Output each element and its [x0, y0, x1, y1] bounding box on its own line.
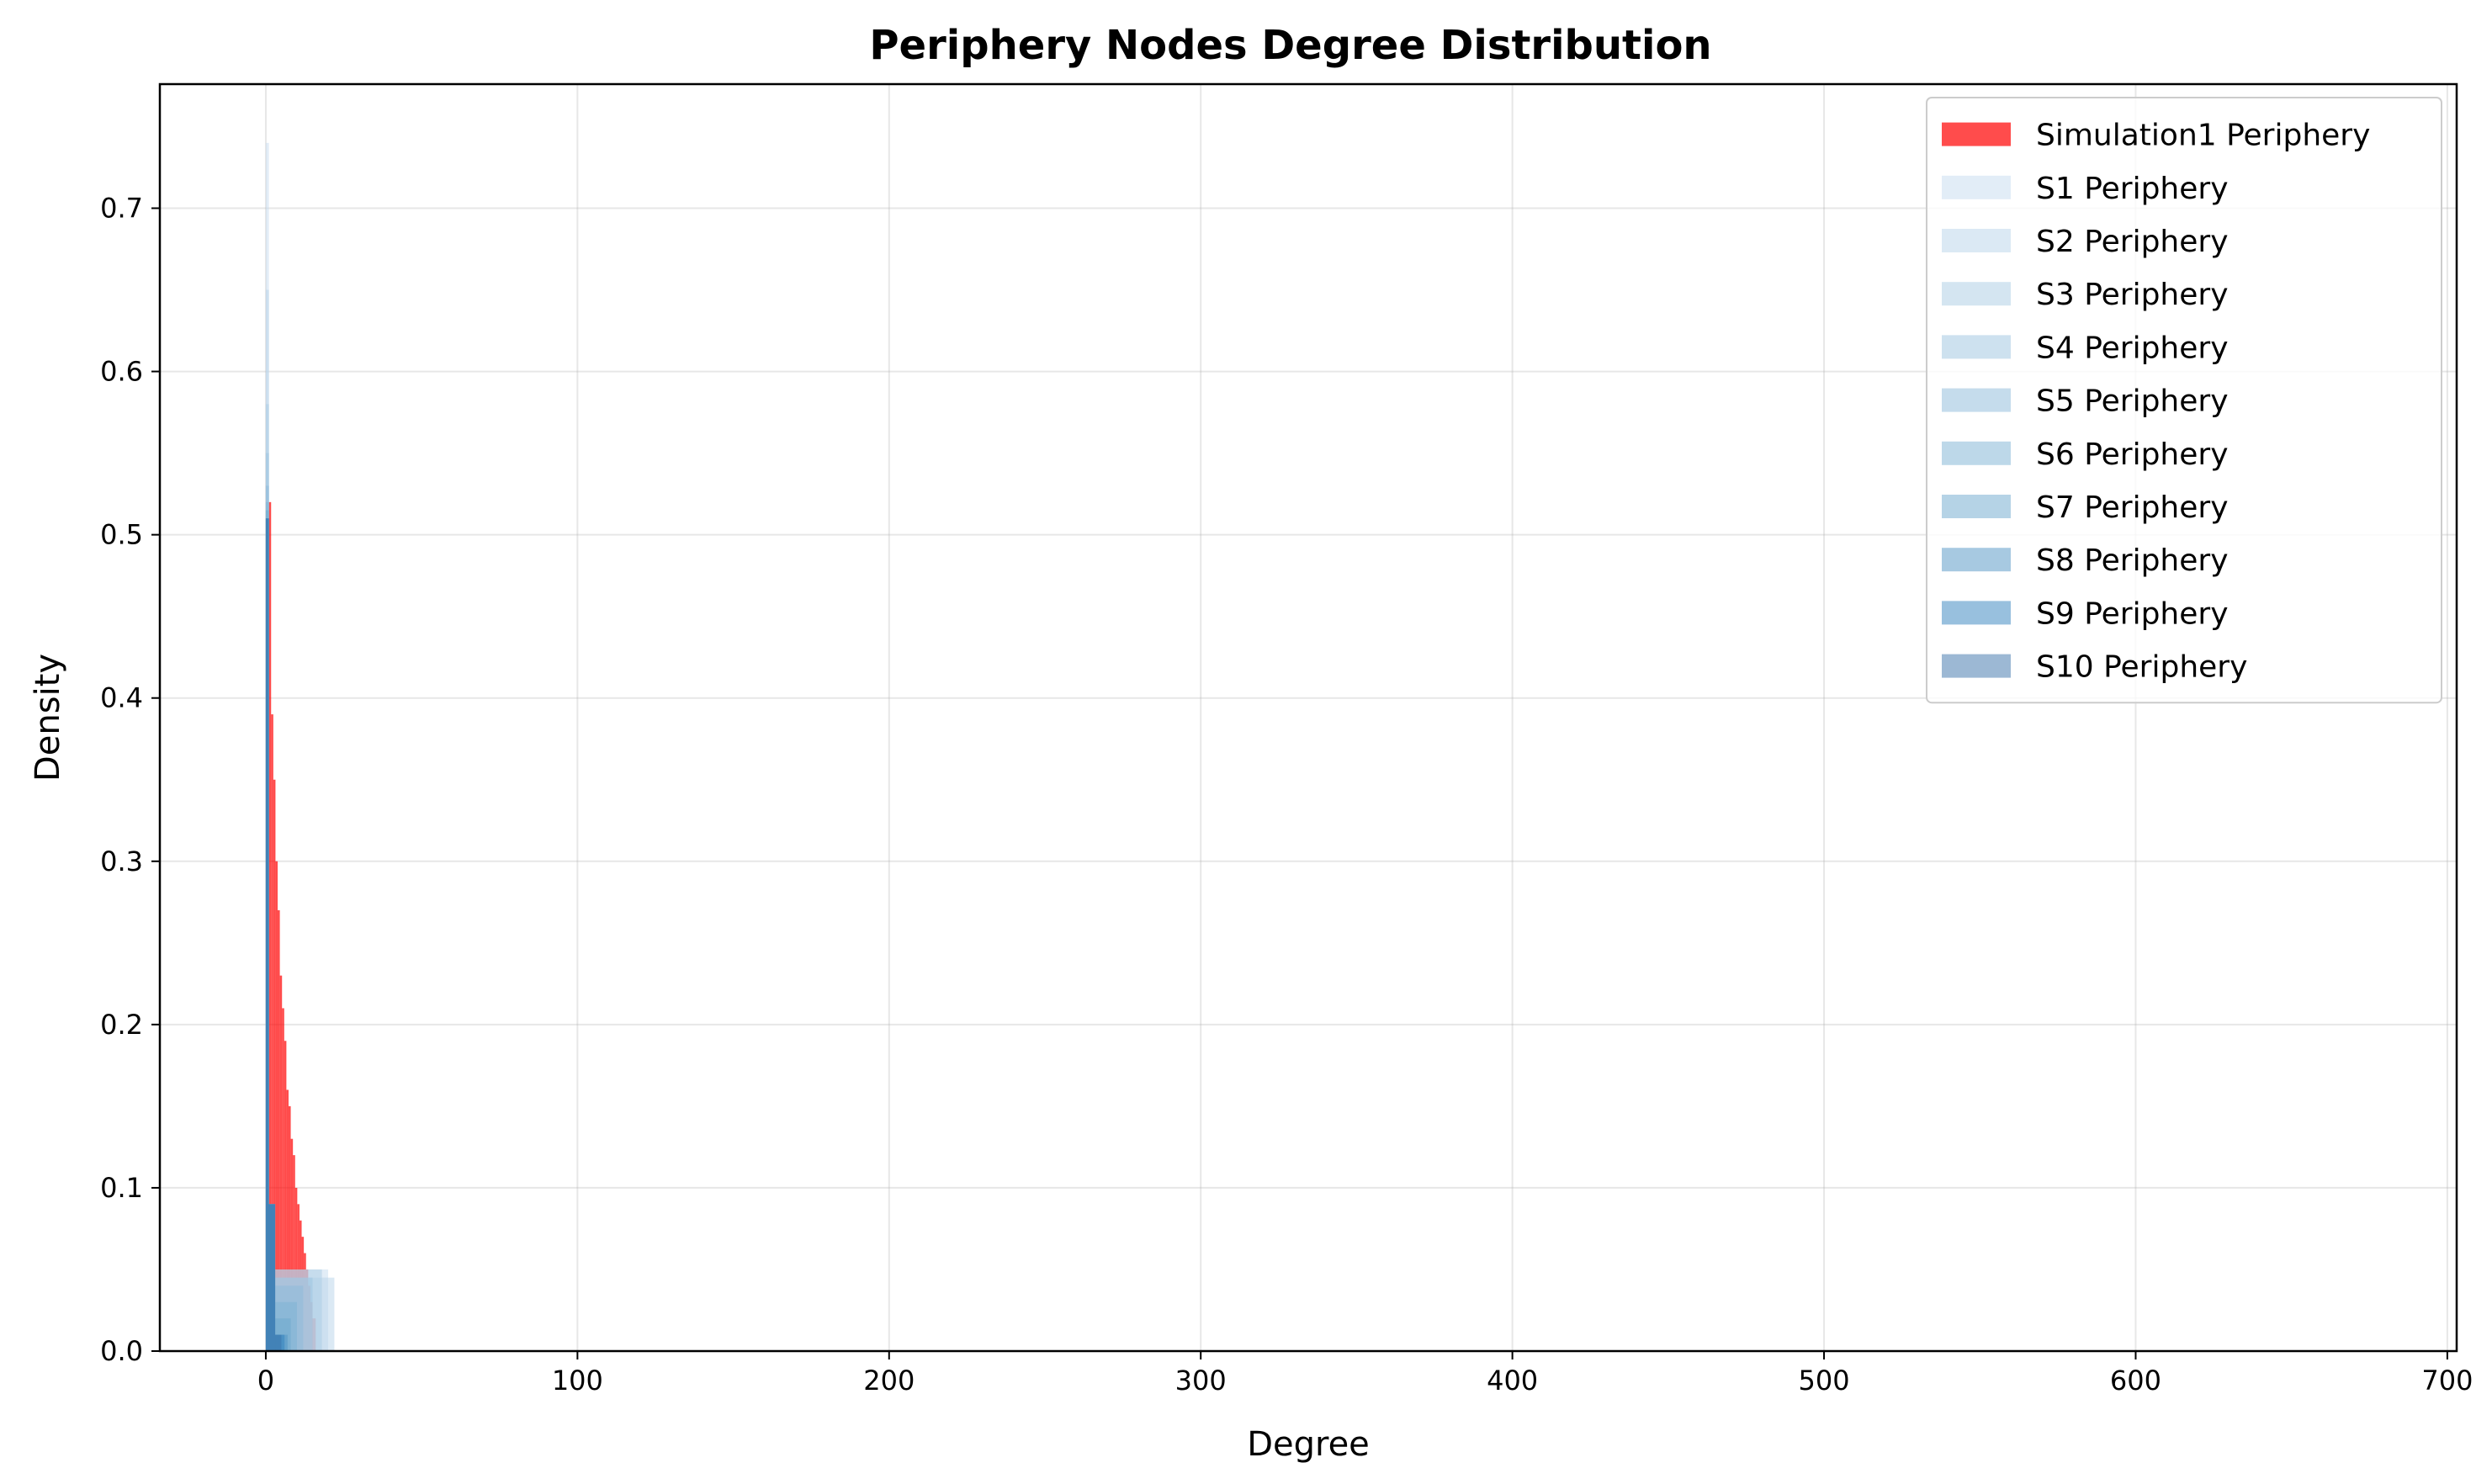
y-tick-label: 0.2	[100, 1009, 143, 1041]
legend-box	[1926, 97, 2442, 704]
legend-swatch	[1942, 388, 2011, 412]
x-tick-label: 100	[552, 1365, 603, 1397]
legend-label: S4 Periphery	[2036, 331, 2229, 365]
bars	[265, 142, 335, 1352]
ticks: 0 100 200 300 400 500 600 700 0.0 0.1 0.2 0.3 0.4 0.5…	[100, 192, 2473, 1397]
x-tick-label: 0	[257, 1365, 274, 1397]
legend-swatch	[1942, 441, 2011, 465]
series-11	[265, 518, 282, 1351]
plot-frame	[158, 82, 2458, 1353]
y-axis-label: Density	[29, 654, 67, 782]
legend: Simulation1 Periphery S1 Periphery S2 Peri…	[1926, 97, 2442, 704]
histogram-bar	[265, 518, 269, 1351]
histogram-bar	[278, 910, 280, 1351]
legend-label: S8 Periphery	[2036, 543, 2229, 578]
x-tick-label: 400	[1487, 1365, 1538, 1397]
legend-swatch	[1942, 282, 2011, 306]
histogram-bar	[275, 861, 278, 1351]
y-tick-label: 0.4	[100, 682, 143, 714]
legend-label: S9 Periphery	[2036, 596, 2229, 631]
legend-label: S6 Periphery	[2036, 437, 2229, 472]
legend-swatch	[1942, 122, 2011, 146]
histogram-bar	[273, 779, 276, 1351]
x-axis-label: Degree	[1247, 1425, 1370, 1464]
y-tick-label: 0.1	[100, 1172, 143, 1204]
legend-label: S1 Periphery	[2036, 172, 2229, 206]
x-tick-label: 600	[2110, 1365, 2161, 1397]
histogram-bar	[290, 1138, 294, 1351]
x-tick-label: 300	[1175, 1365, 1227, 1397]
histogram-bar	[288, 1105, 291, 1351]
legend-swatch	[1942, 495, 2011, 518]
histogram-bar	[293, 1155, 295, 1351]
x-tick-label: 700	[2421, 1365, 2473, 1397]
legend-swatch	[1942, 654, 2011, 678]
legend-label: S7 Periphery	[2036, 490, 2229, 525]
x-tick-label: 200	[863, 1365, 915, 1397]
legend-label: Simulation1 Periphery	[2036, 119, 2370, 153]
histogram-bar	[275, 1334, 282, 1351]
y-tick-label: 0.0	[100, 1335, 143, 1367]
chart-title: Periphery Nodes Degree Distribution	[869, 22, 1711, 69]
histogram-bar	[286, 1089, 289, 1351]
legend-swatch	[1942, 601, 2011, 625]
legend-label: S10 Periphery	[2036, 650, 2247, 685]
legend-label: S2 Periphery	[2036, 225, 2229, 259]
legend-swatch	[1942, 548, 2011, 572]
histogram-bar	[279, 975, 283, 1351]
y-tick-label: 0.3	[100, 845, 143, 877]
legend-swatch	[1942, 335, 2011, 359]
y-tick-label: 0.5	[100, 519, 143, 551]
histogram-bar	[268, 501, 272, 1351]
histogram-bar	[284, 1041, 287, 1351]
histogram-bar	[268, 1204, 276, 1351]
legend-label: S5 Periphery	[2036, 384, 2229, 419]
legend-swatch	[1942, 175, 2011, 199]
legend-label: S3 Periphery	[2036, 278, 2229, 312]
y-tick-label: 0.6	[100, 356, 143, 388]
histogram-bar	[282, 1008, 284, 1351]
legend-swatch	[1942, 229, 2011, 252]
y-tick-label: 0.7	[100, 192, 143, 224]
x-tick-label: 500	[1799, 1365, 1850, 1397]
histogram-bar	[271, 714, 273, 1351]
